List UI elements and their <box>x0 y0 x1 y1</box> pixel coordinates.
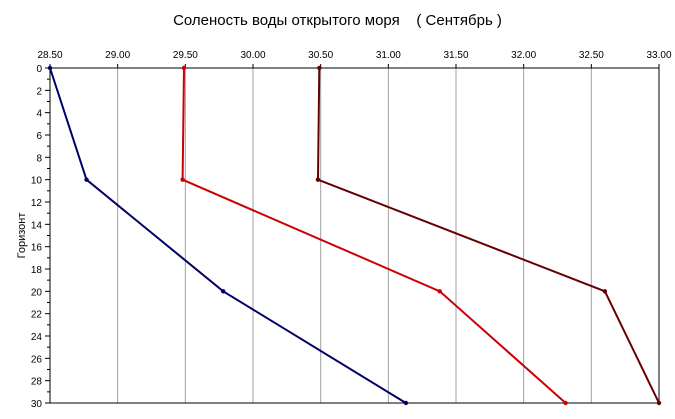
data-point <box>317 65 322 71</box>
y-tick-label: 20 <box>31 287 43 298</box>
y-tick-label: 18 <box>31 265 43 276</box>
x-tick-label: 31.50 <box>443 50 468 61</box>
data-point <box>221 289 226 294</box>
data-point <box>656 400 662 406</box>
x-tick-label: 33.00 <box>646 50 671 61</box>
grid <box>49 68 660 403</box>
series-line-3 <box>316 67 660 404</box>
data-point <box>47 65 53 71</box>
series <box>47 65 662 406</box>
y-tick-label: 22 <box>31 310 43 321</box>
y-tick-label: 14 <box>31 220 43 231</box>
data-point <box>315 177 321 182</box>
data-point <box>437 289 442 294</box>
y-tick-label: 2 <box>36 86 42 97</box>
y-tick-label: 26 <box>31 354 43 365</box>
y-tick-label: 8 <box>36 153 42 164</box>
data-point <box>84 177 89 182</box>
y-tick-label: 12 <box>31 198 43 209</box>
data-point <box>181 65 187 71</box>
y-tick-label: 16 <box>31 243 43 254</box>
y-axis-label: Горизонт <box>16 213 28 259</box>
chart-title: Соленость воды открытого моря ( Сентябрь… <box>173 12 502 29</box>
x-tick-label: 31.00 <box>376 50 401 61</box>
y-tick-label: 4 <box>36 109 42 120</box>
x-axis: 28.50 29.00 29.50 30.00 30.50 31.00 31.50 32.00… <box>37 50 672 68</box>
x-tick-label: 30.00 <box>240 50 265 61</box>
series-line-2 <box>181 67 567 404</box>
y-tick-label: 30 <box>31 399 43 410</box>
data-point <box>180 177 185 182</box>
x-tick-label: 29.00 <box>105 50 130 61</box>
series-line-1 <box>49 67 407 404</box>
y-tick-label: 6 <box>36 131 42 142</box>
data-point <box>403 400 409 406</box>
plot-frame <box>49 67 660 404</box>
data-point <box>563 400 568 406</box>
x-tick-label: 29.50 <box>173 50 198 61</box>
y-tick-label: 10 <box>31 176 43 187</box>
x-tick-label: 28.50 <box>37 50 62 61</box>
y-tick-label: 0 <box>36 64 42 75</box>
y-tick-label: 28 <box>31 377 43 388</box>
data-point <box>602 289 608 294</box>
x-tick-label: 32.00 <box>511 50 536 61</box>
y-tick-label: 24 <box>31 332 43 343</box>
x-tick-label: 30.50 <box>308 50 333 61</box>
x-tick-label: 32.50 <box>579 50 604 61</box>
